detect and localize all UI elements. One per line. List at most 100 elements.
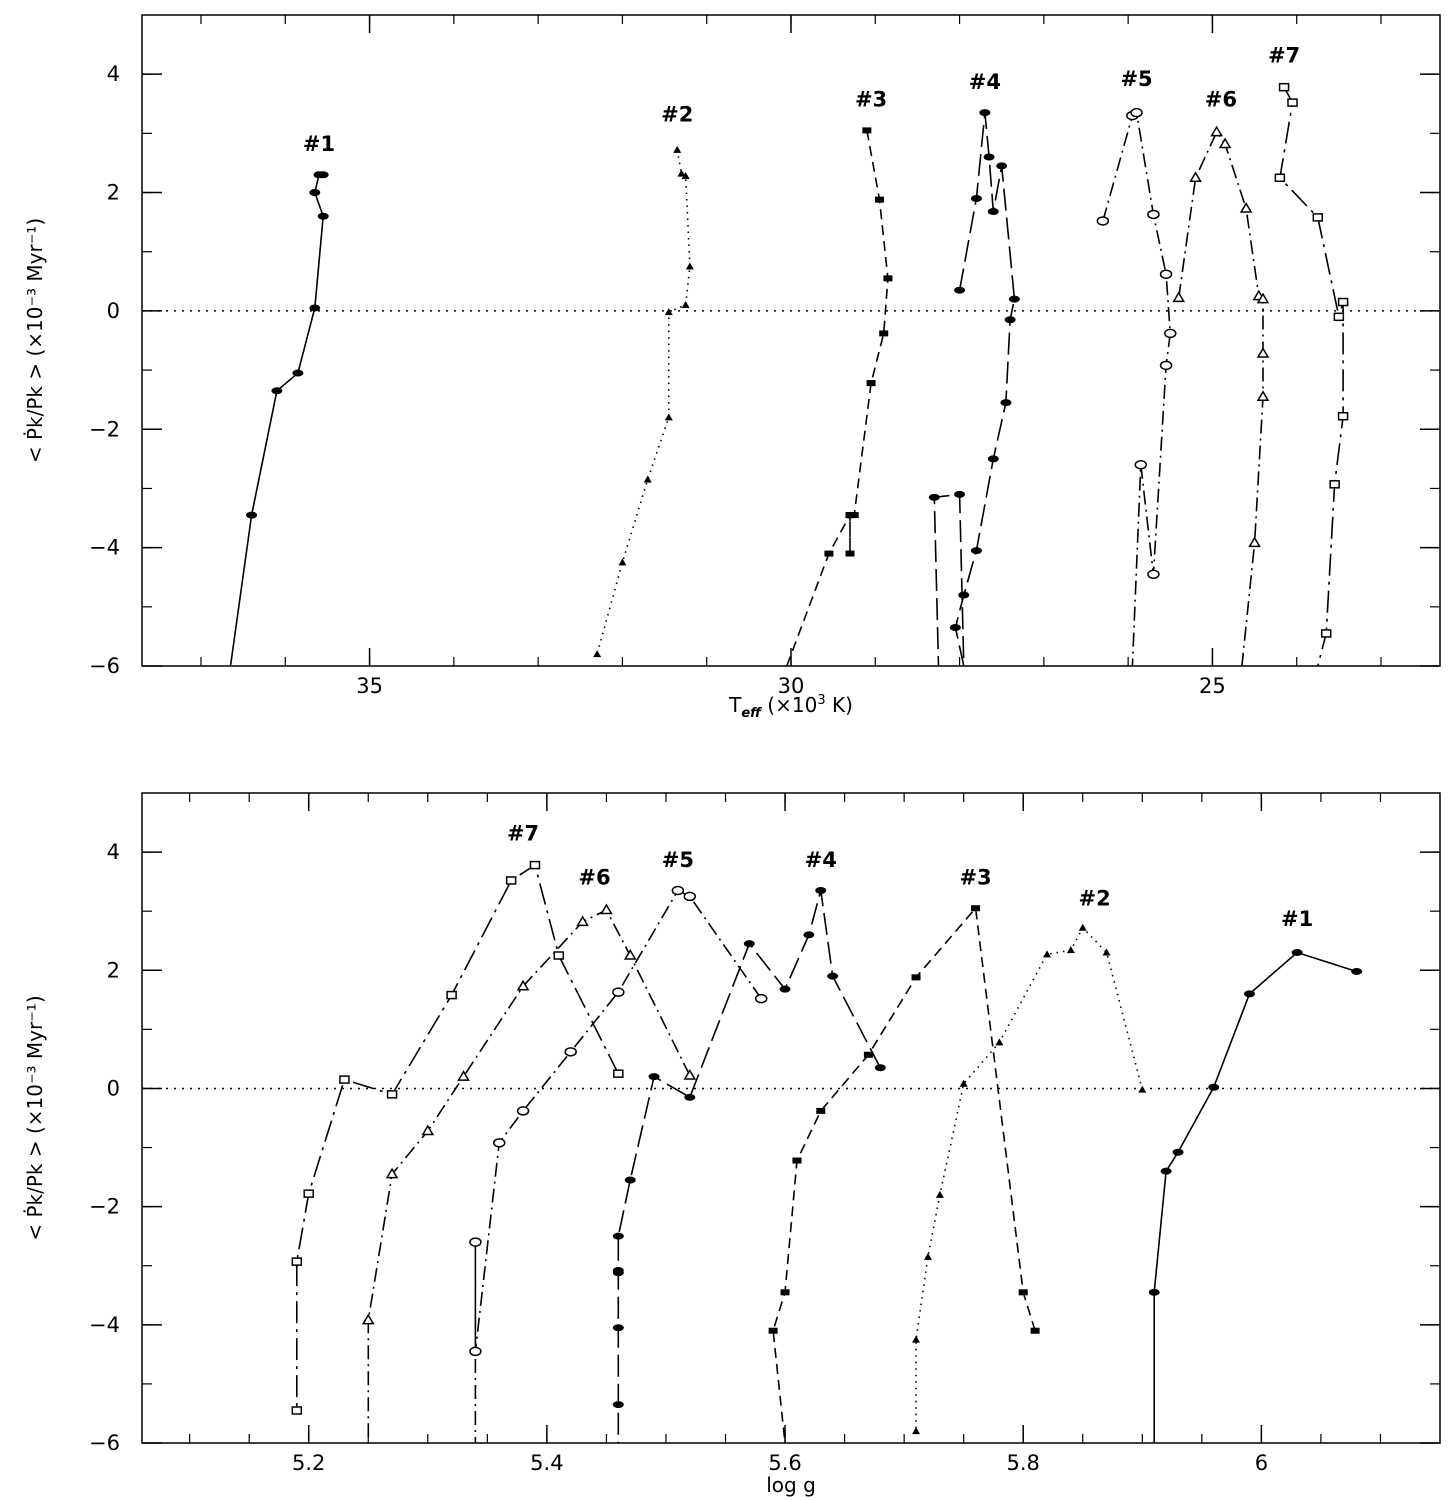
- curve-label: #4: [805, 848, 837, 872]
- y-axis-label: < Ṗk/Pk > (×10⁻³ Myr⁻¹): [23, 995, 47, 1240]
- series-line: [915, 926, 1144, 1432]
- marker-filled-circle-1: [970, 194, 982, 202]
- marker-open-triangle-4: [516, 979, 530, 991]
- x-tick-label: 35: [356, 674, 383, 698]
- curve-label: #5: [1120, 67, 1152, 91]
- marker-open-triangle-1: [1189, 171, 1202, 182]
- marker-open-circle-4: [1159, 269, 1173, 279]
- marker-filled-triangle-6: [664, 413, 673, 421]
- marker-filled-circle-9: [612, 1232, 624, 1240]
- marker-filled-circle-2: [1243, 990, 1255, 998]
- curve-label: #3: [959, 866, 991, 890]
- marker-filled-circle-7: [648, 1073, 660, 1081]
- marker-filled-circle-15: [928, 493, 940, 501]
- marker-open-triangle-3: [1218, 137, 1232, 149]
- marker-filled-triangle-7: [643, 475, 652, 483]
- marker-filled-triangle-10: [912, 1427, 921, 1435]
- marker-filled-triangle-3: [1066, 946, 1075, 954]
- series-1: [1148, 949, 1363, 1443]
- marker-filled-circle-7: [1004, 316, 1016, 324]
- y-tick-label: −6: [89, 1431, 120, 1455]
- marker-filled-square-2: [883, 275, 893, 282]
- marker-open-circle-5: [1164, 328, 1177, 339]
- plot-frame: [141, 14, 1441, 667]
- marker-filled-square-9: [824, 550, 834, 557]
- series-7: [291, 860, 624, 1415]
- marker-open-circle-6: [1159, 360, 1173, 371]
- marker-filled-circle-4: [309, 304, 321, 312]
- marker-open-square-7: [303, 1189, 314, 1198]
- series-line: [786, 130, 889, 667]
- marker-open-triangle-1: [623, 949, 637, 960]
- marker-filled-circle-3: [803, 931, 815, 939]
- y-tick-label: −4: [89, 536, 120, 560]
- marker-filled-triangle-0: [1138, 1085, 1147, 1093]
- marker-open-square-8: [1320, 629, 1332, 638]
- marker-open-square-1: [553, 951, 565, 960]
- curve-label: #3: [855, 88, 887, 112]
- marker-filled-circle-0: [1351, 967, 1363, 975]
- marker-filled-circle-6: [1148, 1288, 1160, 1296]
- marker-filled-circle-11: [958, 591, 970, 599]
- curve-label: #4: [969, 70, 1001, 94]
- marker-open-circle-2: [671, 885, 685, 896]
- marker-open-circle-5: [516, 1106, 530, 1116]
- marker-filled-circle-4: [1172, 1148, 1184, 1156]
- marker-open-triangle-0: [683, 1068, 697, 1080]
- y-tick-label: 2: [107, 181, 120, 205]
- marker-open-circle-7: [469, 1346, 482, 1357]
- marker-open-square-4: [446, 990, 457, 1000]
- marker-filled-square-7: [780, 1289, 790, 1296]
- marker-filled-circle-1: [1291, 949, 1303, 957]
- marker-filled-circle-3: [317, 212, 329, 220]
- marker-open-triangle-4: [1239, 202, 1253, 213]
- marker-filled-square-0: [862, 127, 872, 134]
- marker-open-triangle-8: [361, 1313, 375, 1325]
- marker-open-square-8: [291, 1257, 303, 1266]
- marker-filled-square-5: [816, 1107, 826, 1114]
- series-5: [469, 885, 768, 1443]
- marker-open-square-5: [386, 1090, 398, 1099]
- y-axis-label: < Ṗk/Pk > (×10⁻³ Myr⁻¹): [23, 218, 47, 463]
- series-line: [617, 890, 882, 1443]
- marker-filled-triangle-6: [959, 1079, 968, 1087]
- marker-filled-triangle-4: [1043, 950, 1052, 958]
- marker-open-triangle-2: [1210, 125, 1223, 137]
- marker-open-triangle-6: [1256, 292, 1270, 304]
- marker-open-circle-7: [1147, 569, 1160, 580]
- marker-filled-circle-0: [954, 286, 966, 294]
- marker-filled-circle-5: [292, 369, 304, 377]
- y-tick-label: −2: [89, 1195, 120, 1219]
- x-tick-label: 6: [1255, 1451, 1268, 1475]
- marker-filled-circle-6: [1008, 295, 1020, 303]
- curve-label: #1: [303, 132, 335, 156]
- marker-filled-square-8: [845, 512, 855, 519]
- marker-open-circle-3: [612, 987, 625, 997]
- marker-open-square-4: [1333, 312, 1345, 322]
- marker-open-circle-2: [1130, 107, 1143, 118]
- marker-open-triangle-7: [1256, 347, 1270, 358]
- marker-filled-circle-8: [624, 1176, 636, 1184]
- marker-filled-triangle-9: [593, 650, 602, 658]
- series-line: [367, 908, 691, 1443]
- series-line: [296, 863, 620, 1411]
- marker-filled-triangle-4: [681, 300, 690, 308]
- marker-filled-circle-6: [271, 387, 283, 395]
- series-3: [786, 127, 893, 667]
- marker-filled-circle-5: [743, 940, 755, 948]
- marker-open-square-5: [1337, 297, 1349, 307]
- marker-filled-circle-0: [874, 1064, 886, 1072]
- marker-open-triangle-9: [1248, 536, 1261, 548]
- curve-label: #6: [578, 866, 610, 890]
- series-line: [1102, 111, 1172, 667]
- curve-label: #5: [662, 848, 694, 872]
- marker-filled-circle-14: [954, 490, 966, 498]
- marker-filled-triangle-1: [1102, 948, 1111, 956]
- chart-panel-1: 35 30 25 −6 −4 −2 0 2 4 #1 #2 #3 #4 #5 #6 #7 Teff (×103 …: [23, 14, 1441, 721]
- marker-filled-circle-13: [612, 1401, 624, 1409]
- marker-filled-triangle-1: [677, 169, 686, 177]
- marker-filled-circle-9: [987, 455, 999, 463]
- curve-label: #6: [1205, 88, 1237, 112]
- marker-open-square-1: [1287, 98, 1298, 107]
- series-2: [912, 923, 1147, 1435]
